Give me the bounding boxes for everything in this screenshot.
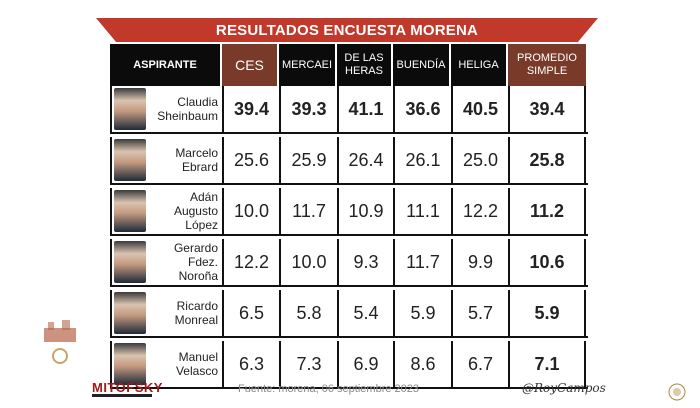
aspirante-cell: Adán Augusto López [110, 188, 222, 234]
value-ces: 10.0 [222, 188, 279, 234]
value-mercaei: 39.3 [279, 86, 337, 132]
mitofsky-underline [92, 394, 152, 397]
aspirante-name: Ricardo Monreal [174, 299, 218, 327]
header-mercaei: MERCAEI [279, 44, 337, 86]
table-body: Claudia Sheinbaum 39.4 39.3 41.1 36.6 40.5 39.… [110, 86, 588, 389]
header-promedio: PROMEDIO SIMPLE [508, 44, 586, 86]
table-row: Adán Augusto López 10.0 11.7 10.9 11.1 12.2 11… [110, 188, 588, 236]
header-ces: CES [222, 44, 279, 86]
value-mercaei: 5.8 [279, 290, 337, 336]
title-banner: RESULTADOS ENCUESTA MORENA [96, 18, 598, 42]
results-table: ASPIRANTE CES MERCAEI DE LAS HERAS BUEND… [110, 44, 588, 389]
value-promedio: 39.4 [508, 86, 586, 132]
table-row: Marcelo Ebrard 25.6 25.9 26.4 26.1 25.0 25.8 [110, 137, 588, 185]
signature: @RoyCampos [522, 381, 606, 395]
value-promedio: 10.6 [508, 239, 586, 285]
source-text: Fuente: morena, 06 septiembre 2023 [238, 383, 420, 395]
value-buendia: 11.1 [393, 188, 451, 234]
value-promedio: 11.2 [508, 188, 586, 234]
header-heliga: HELIGA [451, 44, 508, 86]
value-heliga: 6.7 [451, 341, 508, 387]
value-promedio: 25.8 [508, 137, 586, 183]
value-buendia: 26.1 [393, 137, 451, 183]
value-delasheras: 26.4 [337, 137, 393, 183]
value-delasheras: 10.9 [337, 188, 393, 234]
table-row: Gerardo Fdez. Noroña 12.2 10.0 9.3 11.7 9.9 10… [110, 239, 588, 287]
value-heliga: 12.2 [451, 188, 508, 234]
value-buendia: 5.9 [393, 290, 451, 336]
value-ces: 6.5 [222, 290, 279, 336]
mitofsky-logo: MITOFSKY [92, 380, 163, 395]
avatar [114, 139, 146, 181]
value-delasheras: 5.4 [337, 290, 393, 336]
value-mercaei: 11.7 [279, 188, 337, 234]
table-header: ASPIRANTE CES MERCAEI DE LAS HERAS BUEND… [110, 44, 588, 86]
avatar [114, 241, 146, 283]
value-delasheras: 9.3 [337, 239, 393, 285]
value-promedio: 7.1 [508, 341, 586, 387]
logo-left-icon [44, 320, 76, 364]
aspirante-name: Claudia Sheinbaum [157, 95, 218, 123]
value-buendia: 11.7 [393, 239, 451, 285]
aspirante-cell: Ricardo Monreal [110, 290, 222, 336]
aspirante-name: Gerardo Fdez. Noroña [173, 241, 218, 283]
value-heliga: 25.0 [451, 137, 508, 183]
aspirante-name: Marcelo Ebrard [175, 146, 218, 174]
avatar [114, 343, 146, 385]
value-mercaei: 25.9 [279, 137, 337, 183]
value-heliga: 40.5 [451, 86, 508, 132]
page-title: RESULTADOS ENCUESTA MORENA [215, 21, 479, 39]
value-heliga: 9.9 [451, 239, 508, 285]
value-ces: 25.6 [222, 137, 279, 183]
header-aspirante: ASPIRANTE [110, 44, 222, 86]
header-delasheras: DE LAS HERAS [337, 44, 393, 86]
avatar [114, 292, 146, 334]
value-ces: 6.3 [222, 341, 279, 387]
avatar [114, 88, 146, 130]
seal-icon [668, 383, 686, 401]
value-buendia: 8.6 [393, 341, 451, 387]
table-row: Ricardo Monreal 6.5 5.8 5.4 5.9 5.7 5.9 [110, 290, 588, 338]
value-ces: 39.4 [222, 86, 279, 132]
aspirante-name: Adán Augusto López [173, 190, 218, 232]
value-buendia: 36.6 [393, 86, 451, 132]
aspirante-cell: Manuel Velasco [110, 341, 222, 387]
aspirante-cell: Gerardo Fdez. Noroña [110, 239, 222, 285]
value-heliga: 5.7 [451, 290, 508, 336]
aspirante-name: Manuel Velasco [175, 350, 218, 378]
aspirante-cell: Marcelo Ebrard [110, 137, 222, 183]
table-row: Manuel Velasco 6.3 7.3 6.9 8.6 6.7 7.1 [110, 341, 588, 389]
value-mercaei: 10.0 [279, 239, 337, 285]
value-delasheras: 41.1 [337, 86, 393, 132]
header-buendia: BUENDÍA [393, 44, 451, 86]
value-ces: 12.2 [222, 239, 279, 285]
avatar [114, 190, 146, 232]
value-delasheras: 6.9 [337, 341, 393, 387]
value-promedio: 5.9 [508, 290, 586, 336]
value-mercaei: 7.3 [279, 341, 337, 387]
aspirante-cell: Claudia Sheinbaum [110, 86, 222, 132]
table-row: Claudia Sheinbaum 39.4 39.3 41.1 36.6 40.5 39.… [110, 86, 588, 134]
